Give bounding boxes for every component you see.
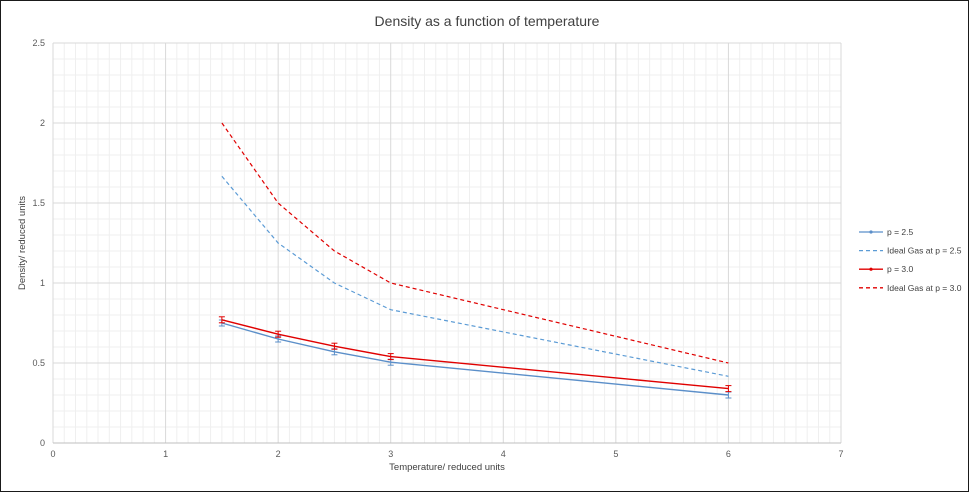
series-line-1 <box>221 322 729 396</box>
series-line-2 <box>221 175 729 377</box>
legend: p = 2.5 Ideal Gas at p = 2.5 p = 3.0 Ideal … <box>859 227 962 293</box>
x-axis-title: Temperature/ reduced units <box>389 462 505 473</box>
series-layer <box>218 122 732 399</box>
x-tick-label: 0 <box>50 449 55 459</box>
grid <box>52 42 842 444</box>
axes: 0 1 2 3 4 5 6 7 0 0.5 1 1.5 2 2.5 <box>32 38 843 459</box>
series-line-4 <box>221 122 729 364</box>
legend-marker-3 <box>869 267 873 271</box>
y-tick-label: 1 <box>40 278 45 288</box>
x-tick-label: 4 <box>501 449 506 459</box>
series-line-3 <box>221 319 729 390</box>
legend-marker-1 <box>869 230 873 234</box>
y-axis-title: Density/ reduced units <box>17 196 28 290</box>
legend-label-4: Ideal Gas at p = 3.0 <box>887 283 962 293</box>
legend-label-1: p = 2.5 <box>887 227 914 237</box>
y-tick-label: 2 <box>40 118 45 128</box>
y-tick-label: 1.5 <box>32 198 45 208</box>
legend-label-3: p = 3.0 <box>887 264 914 274</box>
x-tick-label: 2 <box>276 449 281 459</box>
legend-label-2: Ideal Gas at p = 2.5 <box>887 246 962 256</box>
x-tick-label: 6 <box>726 449 731 459</box>
x-tick-label: 3 <box>388 449 393 459</box>
x-tick-label: 1 <box>163 449 168 459</box>
y-tick-label: 2.5 <box>32 38 45 48</box>
x-tick-label: 7 <box>838 449 843 459</box>
x-tick-label: 5 <box>613 449 618 459</box>
y-tick-label: 0 <box>40 438 45 448</box>
y-tick-label: 0.5 <box>32 358 45 368</box>
chart-title: Density as a function of temperature <box>375 13 600 29</box>
